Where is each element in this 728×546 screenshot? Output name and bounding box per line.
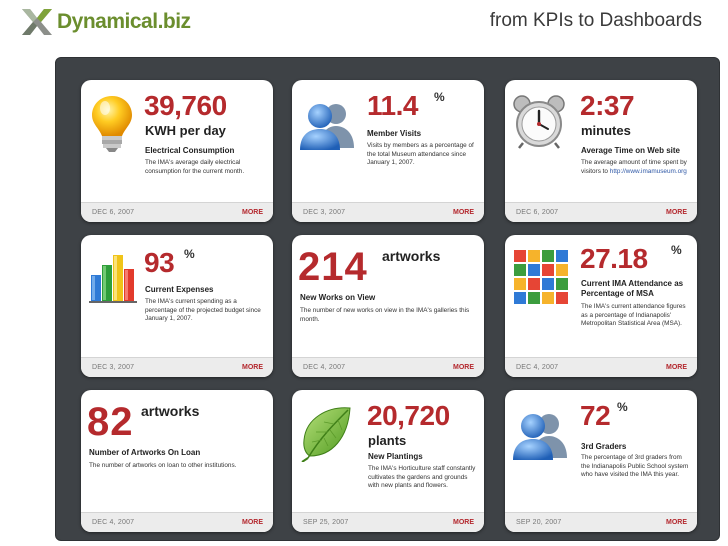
kpi-value: 214 [298,245,368,289]
kpi-value: 2:37 [580,90,635,121]
kpi-value: 82 [87,400,134,444]
kpi-dashboard: 39,760 KWH per day Electrical Consumptio… [55,57,720,541]
kpi-label: Current IMA Attendance as Percentage of … [581,279,684,298]
card-date: DEC 6, 2007 [92,209,135,216]
kpi-suffix: artworks [382,248,441,264]
kpi-suffix: % [184,247,195,261]
kpi-suffix: % [671,243,682,257]
kpi-value: 39,760 [144,90,227,121]
more-link[interactable]: MORE [453,209,474,216]
kpi-card-new-works: 214 artworks New Works on View The numbe… [292,235,484,377]
kpi-label: New Plantings [368,452,423,461]
card-footer: SEP 25, 2007 MORE [292,512,484,532]
card-footer: DEC 4, 2007 MORE [292,357,484,377]
leaf-icon [301,407,351,462]
kpi-value: 27.18 [580,243,648,274]
kpi-card-plantings: 20,720 plants New Plantings The IMA's Ho… [292,390,484,532]
kpi-description: The average amount of time spent by visi… [581,159,687,175]
kpi-description: The number of new works on view in the I… [300,307,470,323]
kpi-description: The number of artworks on loan to other … [89,462,237,469]
kpi-value: 20,720 [367,400,450,431]
card-date: DEC 6, 2007 [516,209,559,216]
lightbulb-icon [92,96,132,152]
users-icon [300,104,354,150]
kpi-card-electricity: 39,760 KWH per day Electrical Consumptio… [81,80,273,222]
slide-title: from KPIs to Dashboards [489,10,702,31]
more-link[interactable]: MORE [453,519,474,526]
card-footer: DEC 3, 2007 MORE [292,202,484,222]
brand-name: Dynamical.biz [57,10,191,33]
card-date: DEC 4, 2007 [92,519,135,526]
kpi-suffix: % [434,90,445,104]
kpi-label: 3rd Graders [581,442,627,451]
kpi-unit: minutes [581,123,631,138]
card-footer: DEC 6, 2007 MORE [81,202,273,222]
kpi-card-attendance: 27.18 % Current IMA Attendance as Percen… [505,235,697,377]
more-link[interactable]: MORE [453,364,474,371]
more-link[interactable]: MORE [242,209,263,216]
kpi-unit: plants [368,433,407,448]
more-link[interactable]: MORE [666,364,687,371]
kpi-label: Electrical Consumption [145,146,235,155]
kpi-description: The IMA's current spending as a percenta… [145,298,261,323]
kpi-value: 93 [144,247,175,278]
kpi-card-on-loan: 82 artworks Number of Artworks On Loan T… [81,390,273,532]
users-icon [513,414,567,460]
alarm-clock-icon [513,95,565,149]
more-link[interactable]: MORE [666,209,687,216]
card-date: DEC 4, 2007 [516,364,559,371]
kpi-description: The IMA's average daily electrical consu… [145,159,245,175]
kpi-value: 72 [580,400,611,431]
bar-chart-icon [89,255,137,303]
kpi-value: 11.4 [367,90,418,121]
kpi-label: Average Time on Web site [581,146,680,155]
kpi-card-third-graders: 72 % 3rd Graders The percentage of 3rd g… [505,390,697,532]
website-link[interactable]: http://www.imamuseum.org [609,167,687,175]
card-footer: DEC 4, 2007 MORE [81,512,273,532]
card-date: DEC 3, 2007 [92,364,135,371]
kpi-description: The IMA's Horticulture staff constantly … [368,465,476,490]
kpi-card-time-on-site: 2:37 minutes Average Time on Web site Th… [505,80,697,222]
kpi-unit: KWH per day [145,123,226,138]
more-link[interactable]: MORE [242,519,263,526]
kpi-label: Number of Artworks On Loan [89,448,201,457]
color-grid-icon [514,250,568,304]
card-footer: DEC 6, 2007 MORE [505,202,697,222]
kpi-label: Current Expenses [145,285,214,294]
card-footer: DEC 4, 2007 MORE [505,357,697,377]
kpi-description: The IMA's current attendance figures as … [581,303,686,328]
more-link[interactable]: MORE [666,519,687,526]
kpi-description: The percentage of 3rd graders from the I… [581,454,689,479]
kpi-description: Visits by members as a percentage of the… [367,142,474,167]
card-footer: SEP 20, 2007 MORE [505,512,697,532]
more-link[interactable]: MORE [242,364,263,371]
card-date: SEP 25, 2007 [303,519,349,526]
brand-logo: Dynamical.biz [20,4,191,40]
kpi-suffix: % [617,400,628,414]
kpi-suffix: artworks [141,403,200,419]
card-footer: DEC 3, 2007 MORE [81,357,273,377]
card-date: DEC 3, 2007 [303,209,346,216]
kpi-label: Member Visits [367,129,422,138]
logo-x-icon [22,9,52,35]
card-date: SEP 20, 2007 [516,519,562,526]
kpi-card-member-visits: 11.4 % Member Visits Visits by members a… [292,80,484,222]
card-date: DEC 4, 2007 [303,364,346,371]
kpi-card-expenses: 93 % Current Expenses The IMA's current … [81,235,273,377]
kpi-label: New Works on View [300,293,376,302]
